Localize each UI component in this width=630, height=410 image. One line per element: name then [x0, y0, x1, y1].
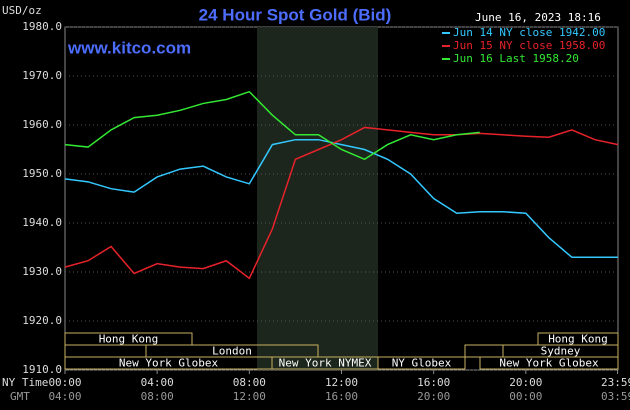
legend-label: Jun 15 NY close 1958.00 [453, 39, 605, 52]
timestamp: June 16, 2023 18:16 [475, 11, 601, 24]
y-tick-label: 1920.0 [22, 314, 62, 327]
series-line [64, 138, 618, 259]
site-label: www.kitco.com [67, 38, 191, 57]
session-label: London [212, 345, 252, 358]
x-row-label: GMT [10, 390, 30, 403]
series-line [64, 90, 480, 161]
x-tick-label: 16:00 [417, 376, 450, 389]
y-tick-label: 1950.0 [22, 167, 62, 180]
legend-label: Jun 16 Last 1958.20 [453, 52, 579, 65]
x-row-label: NY Time [2, 376, 48, 389]
session-box [377, 356, 466, 370]
y-tick-label: 1980.0 [22, 20, 62, 33]
y-tick-label: 1970.0 [22, 69, 62, 82]
session-label: Sydney [541, 345, 581, 358]
session-label: Hong Kong [99, 333, 159, 346]
session-label: NY Globex [392, 357, 452, 370]
y-tick-label: 1960.0 [22, 118, 62, 131]
x-tick-label: 08:00 [233, 376, 266, 389]
x-tick-label: 20:00 [509, 376, 542, 389]
y-tick-label: 1910.0 [22, 363, 62, 376]
session-label: Hong Kong [548, 333, 608, 346]
gmt-tick-label: 00:00 [509, 390, 542, 403]
unit-label: USD/oz [2, 4, 42, 17]
gmt-tick-label: 12:00 [233, 390, 266, 403]
gmt-tick-label: 03:59 [601, 390, 630, 403]
x-tick-label: 00:00 [48, 376, 81, 389]
nymex-shade [257, 27, 378, 370]
series-line [64, 126, 619, 280]
y-tick-label: 1940.0 [22, 216, 62, 229]
session-box [479, 356, 619, 370]
session-label: New York Globex [499, 357, 599, 370]
gmt-tick-label: 08:00 [141, 390, 174, 403]
y-tick-label: 1930.0 [22, 265, 62, 278]
session-box [64, 332, 193, 346]
x-tick-label: 23:59 [601, 376, 630, 389]
session-label: New York Globex [119, 357, 219, 370]
chart-title: 24 Hour Spot Gold (Bid) [199, 5, 392, 24]
legend-label: Jun 14 NY close 1942.00 [453, 26, 605, 39]
session-label: New York NYMEX [279, 357, 372, 370]
gmt-tick-label: 04:00 [48, 390, 81, 403]
gmt-tick-label: 20:00 [417, 390, 450, 403]
gmt-tick-label: 16:00 [325, 390, 358, 403]
x-tick-label: 04:00 [141, 376, 174, 389]
x-tick-label: 12:00 [325, 376, 358, 389]
